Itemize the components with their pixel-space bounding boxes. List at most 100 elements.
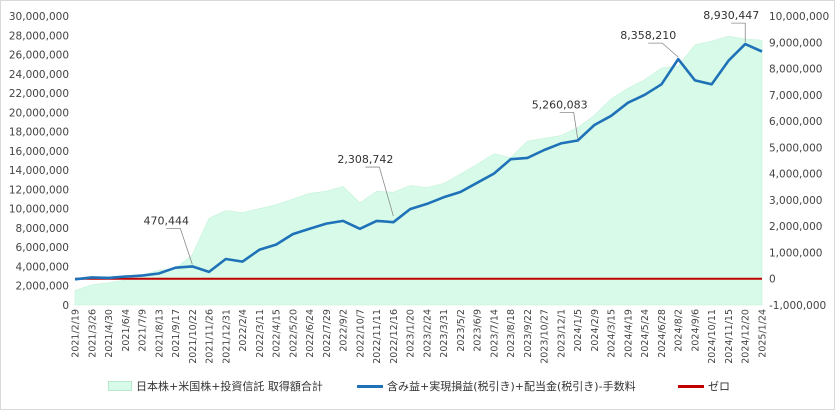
x-axis-tick-label: 2022/2/4 — [238, 309, 249, 352]
legend-label-line: 含み益+実現損益(税引き)+配当金(税引き)-手数料 — [387, 380, 636, 393]
x-axis-tick-label: 2021/7/9 — [138, 309, 149, 352]
right-axis-tick-label: 1,000,000 — [769, 247, 822, 259]
x-axis-tick-label: 2023/6/9 — [473, 309, 484, 352]
right-axis-tick-label: 5,000,000 — [769, 142, 822, 154]
x-axis-tick-label: 2024/11/15 — [724, 309, 735, 364]
annotation-leader — [365, 166, 394, 217]
x-axis-tick-label: 2021/11/26 — [205, 309, 216, 364]
x-axis-tick-label: 2023/7/14 — [489, 309, 500, 358]
x-axis-tick-label: 2022/9/2 — [339, 309, 350, 352]
right-axis-tick-label: 10,000,000 — [769, 11, 829, 23]
left-axis-tick-label: 10,000,000 — [9, 204, 69, 216]
x-axis-tick-label: 2021/3/26 — [87, 309, 98, 358]
left-axis-tick-label: 24,000,000 — [9, 69, 69, 81]
annotation-leader — [559, 112, 579, 139]
annotation-label: 2,308,742 — [337, 153, 393, 166]
line-layer — [74, 42, 763, 281]
right-axis-tick-label: 4,000,000 — [769, 169, 822, 181]
x-axis-tick-label: 2021/9/17 — [171, 309, 182, 358]
left-axis-tick-label: 2,000,000 — [16, 281, 69, 293]
right-axis-tick-label: 9,000,000 — [769, 37, 822, 49]
x-axis-tick-label: 2024/4/19 — [623, 309, 634, 358]
legend-label-area: 日本株+米国株+投資信託 取得額合計 — [136, 380, 323, 393]
left-axis-tick-label: 0 — [62, 300, 69, 312]
legend-swatch-zero — [678, 384, 704, 388]
annotation-leader — [648, 42, 679, 58]
left-axis-tick-label: 16,000,000 — [9, 146, 69, 158]
left-axis-tick-label: 28,000,000 — [9, 30, 69, 42]
x-axis-tick-label: 2022/6/24 — [305, 309, 316, 358]
x-axis-tick-label: 2021/10/22 — [188, 309, 199, 364]
legend-item-line: 含み益+実現損益(税引き)+配当金(税引き)-手数料 — [357, 378, 636, 394]
legend: 日本株+米国株+投資信託 取得額合計 含み益+実現損益(税引き)+配当金(税引き… — [0, 378, 835, 400]
x-axis-tick-label: 2023/2/24 — [422, 309, 433, 358]
left-axis-tick-label: 4,000,000 — [16, 261, 69, 273]
legend-swatch-line — [357, 384, 383, 388]
right-axis-tick-label: 7,000,000 — [769, 90, 822, 102]
right-axis-tick-label: -1,000,000 — [769, 300, 826, 312]
x-axis-tick-label: 2024/5/24 — [640, 309, 651, 358]
x-axis-tick-label: 2023/12/1 — [556, 309, 567, 358]
x-axis-tick-label: 2022/10/7 — [355, 309, 366, 358]
chart: 0 2,000,000 4,000,000 6,000,000 8,000,000 10,… — [9, 9, 829, 364]
x-axis-tick-label: 2022/3/11 — [255, 309, 266, 358]
left-axis-tick-label: 14,000,000 — [9, 165, 69, 177]
left-axis-tick-label: 6,000,000 — [16, 242, 69, 254]
right-axis: -1,000,000 0 1,000,000 2,000,000 3,000,000 4,… — [769, 11, 829, 312]
annotation-label: 8,358,210 — [620, 29, 676, 42]
x-axis-tick-label: 2023/9/22 — [523, 309, 534, 358]
left-axis-tick-label: 30,000,000 — [9, 11, 69, 23]
x-axis-tick-label: 2021/2/19 — [71, 309, 82, 358]
legend-item-area: 日本株+米国株+投資信託 取得額合計 — [108, 378, 323, 394]
legend-item-zero: ゼロ — [678, 378, 730, 394]
x-axis-tick-label: 2021/12/31 — [221, 309, 232, 364]
right-axis-tick-label: 0 — [769, 274, 776, 286]
x-axis-tick-label: 2024/2/9 — [590, 309, 601, 352]
annotation-label: 8,930,447 — [703, 9, 759, 22]
legend-swatch-area — [108, 381, 132, 391]
x-axis-tick-label: 2022/5/20 — [288, 309, 299, 358]
annotation-label: 5,260,083 — [532, 99, 588, 112]
x-axis-tick-label: 2025/1/24 — [758, 309, 769, 358]
x-axis-tick-label: 2022/7/29 — [322, 309, 333, 358]
left-axis-tick-label: 20,000,000 — [9, 107, 69, 119]
annotation-label: 470,444 — [144, 214, 190, 227]
x-axis: 2021/2/19 2021/3/26 2021/4/30 2021/6/4 2021/… — [71, 309, 769, 364]
x-axis-tick-label: 2024/9/6 — [690, 309, 701, 352]
left-axis-tick-label: 8,000,000 — [16, 223, 69, 235]
x-axis-tick-label: 2023/1/20 — [406, 309, 417, 358]
x-axis-tick-label: 2021/8/13 — [154, 309, 165, 358]
x-axis-tick-label: 2024/8/2 — [674, 309, 685, 352]
x-axis-tick-label: 2023/3/31 — [439, 309, 450, 358]
x-axis-tick-label: 2023/10/27 — [540, 309, 551, 364]
area-layer — [74, 35, 763, 306]
x-axis-tick-label: 2024/6/28 — [657, 309, 668, 358]
x-axis-tick-label: 2021/6/4 — [121, 309, 132, 352]
legend-label-zero: ゼロ — [708, 380, 730, 393]
x-axis-tick-label: 2022/4/15 — [272, 309, 283, 358]
area-series-acquisition — [74, 35, 763, 306]
right-axis-tick-label: 6,000,000 — [769, 116, 822, 128]
right-axis-tick-label: 3,000,000 — [769, 195, 822, 207]
x-axis-tick-label: 2024/12/20 — [741, 309, 752, 364]
annotations: 470,444 2,308,742 5,260,083 8,358,210 8,930,… — [144, 9, 759, 265]
left-axis: 0 2,000,000 4,000,000 6,000,000 8,000,000 10,… — [9, 11, 69, 312]
profit-line-series — [74, 42, 763, 281]
x-axis-tick-label: 2024/10/11 — [707, 309, 718, 364]
x-axis-tick-label: 2023/5/2 — [456, 309, 467, 352]
right-axis-tick-label: 8,000,000 — [769, 64, 822, 76]
right-axis-tick-label: 2,000,000 — [769, 221, 822, 233]
left-axis-tick-label: 12,000,000 — [9, 184, 69, 196]
x-axis-tick-label: 2024/3/15 — [607, 309, 618, 358]
annotation-leader — [166, 227, 193, 265]
x-axis-tick-label: 2023/8/18 — [506, 309, 517, 358]
x-axis-tick-label: 2022/12/16 — [389, 309, 400, 364]
x-axis-tick-label: 2022/11/11 — [372, 309, 383, 364]
x-axis-tick-label: 2021/4/30 — [104, 309, 115, 358]
annotation-leader — [731, 22, 746, 43]
left-axis-tick-label: 22,000,000 — [9, 88, 69, 100]
x-axis-tick-label: 2024/1/5 — [573, 309, 584, 352]
left-axis-tick-label: 18,000,000 — [9, 127, 69, 139]
left-axis-tick-label: 26,000,000 — [9, 50, 69, 62]
